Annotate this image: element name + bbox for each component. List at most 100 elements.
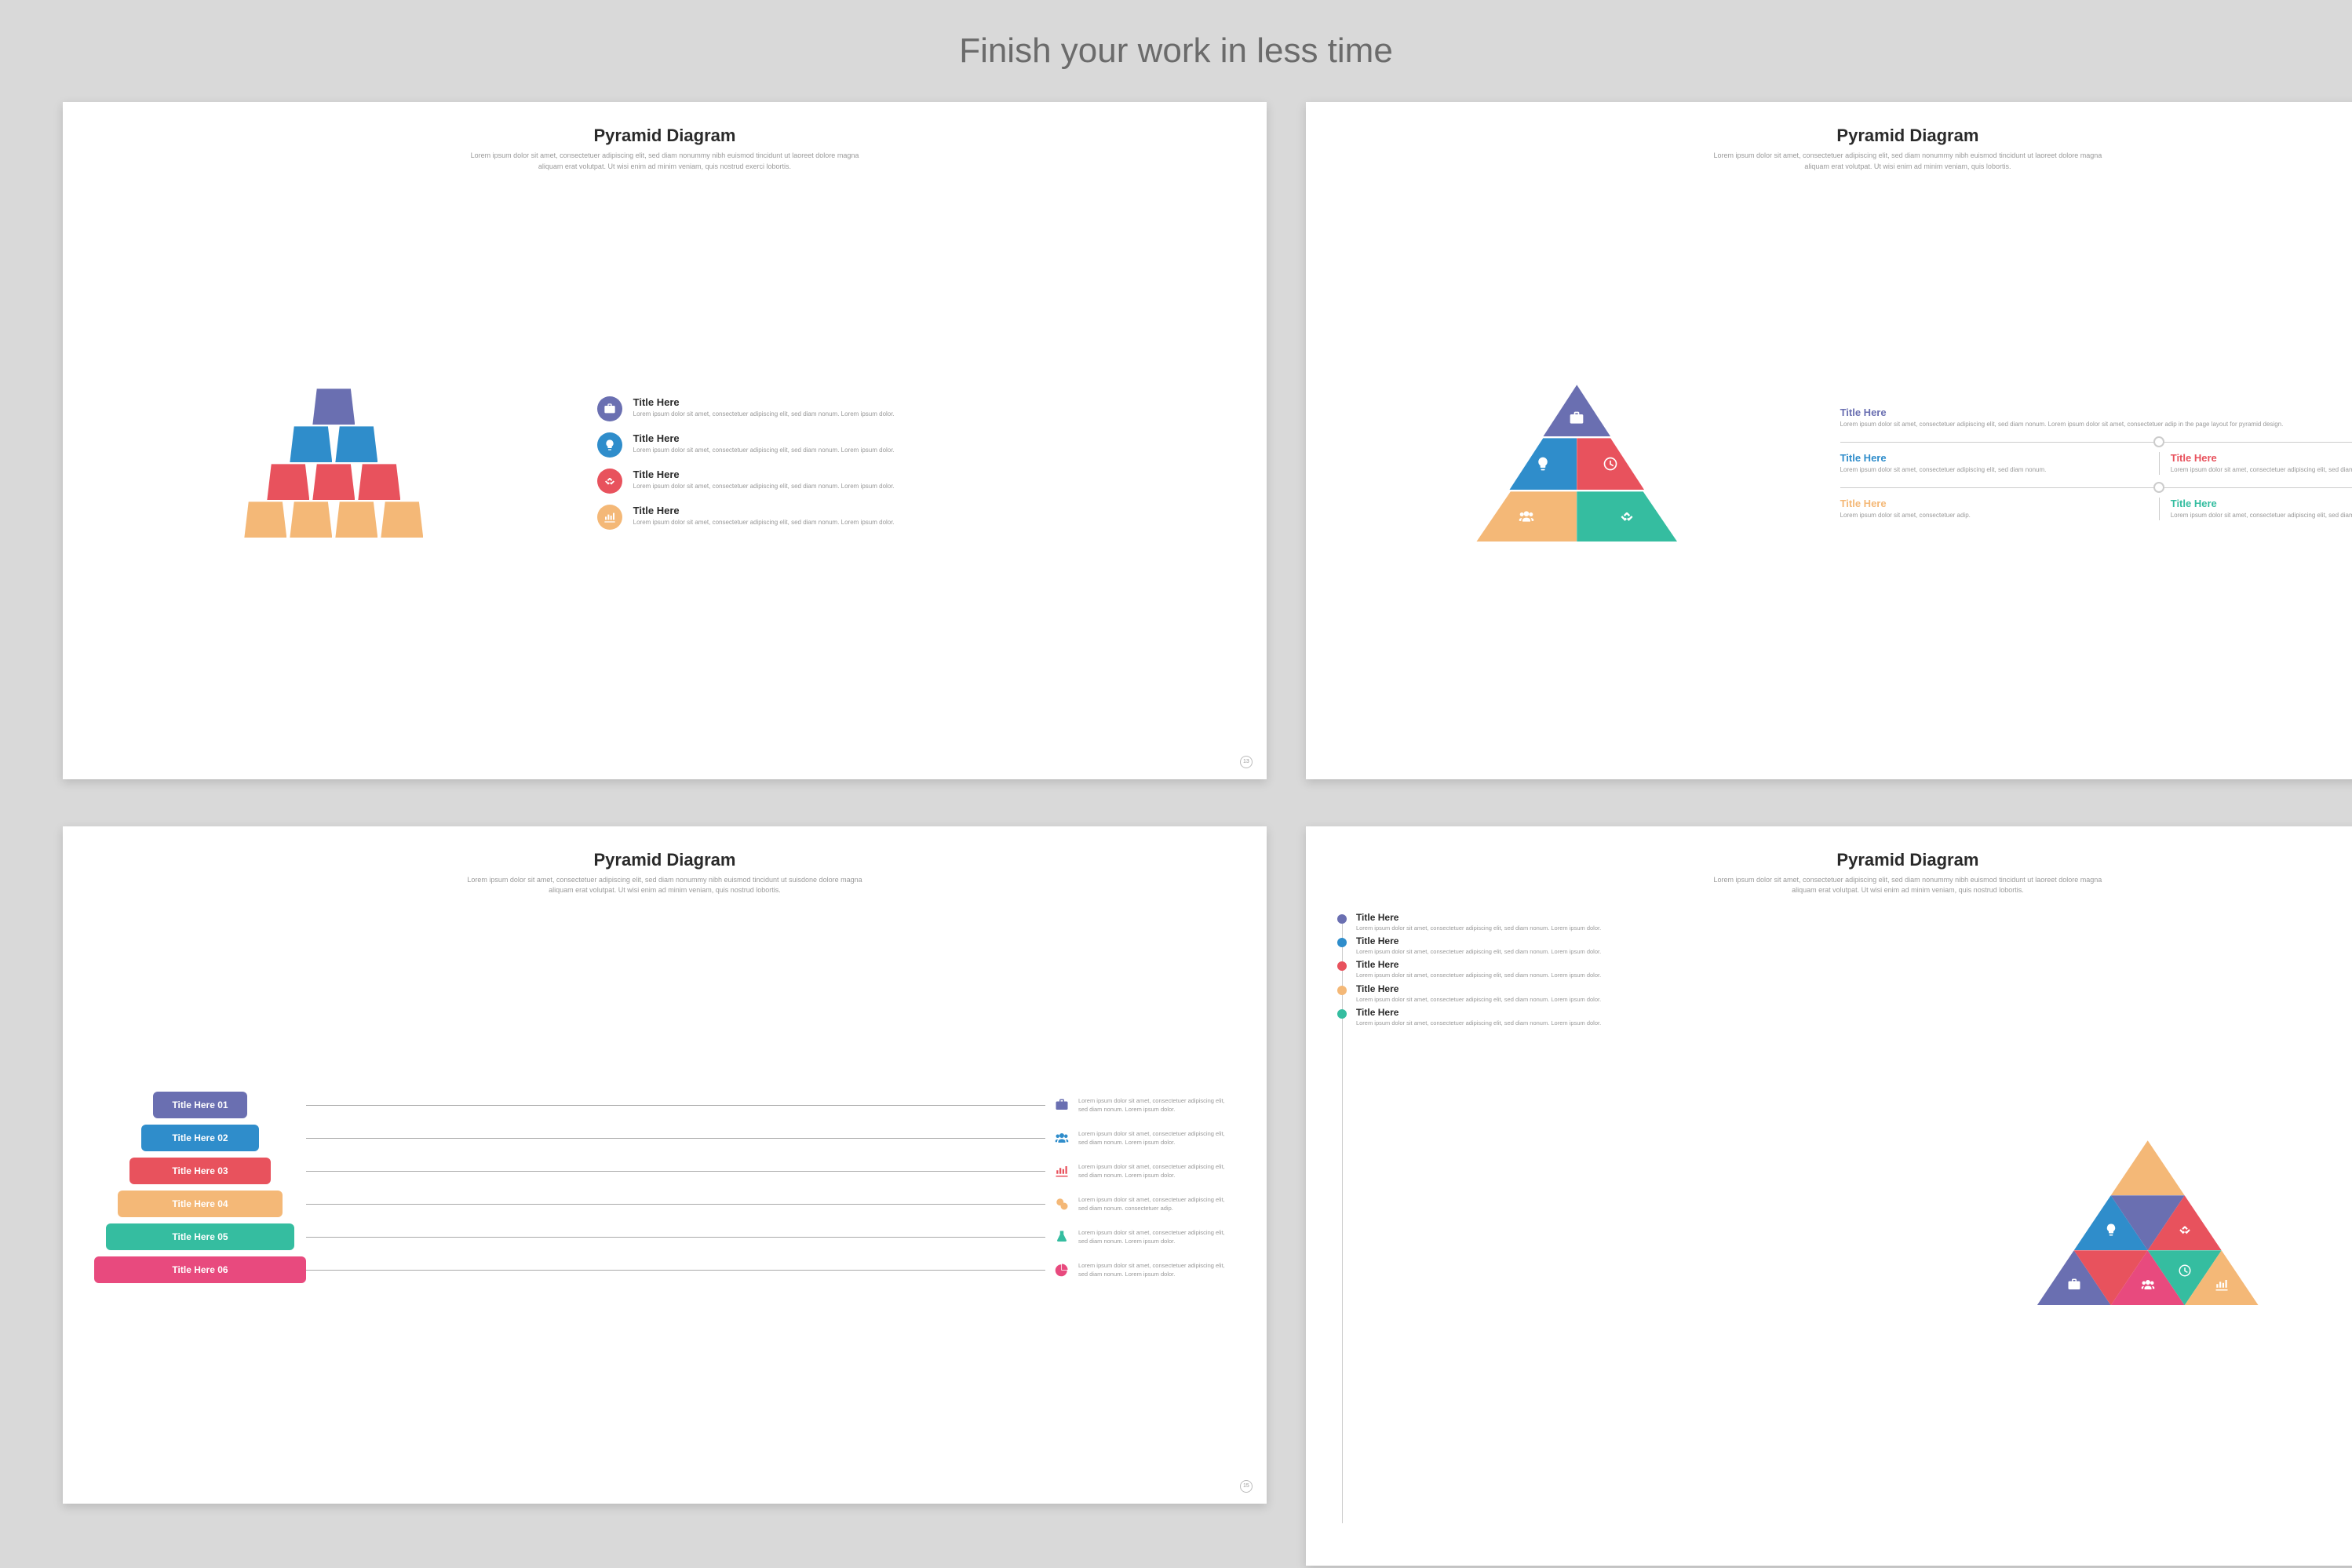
slide-3: Pyramid Diagram Lorem ipsum dolor sit am… [63,826,1267,1504]
item-desc: Lorem ipsum dolor sit amet, consectetuer… [1840,420,2352,429]
item-title: Title Here [1840,407,2352,418]
cup-row [312,388,355,425]
cup-row [244,501,423,538]
briefcase-icon [1053,1098,1070,1112]
item-desc: Lorem ipsum dolor sit amet, consectetuer… [633,482,895,491]
item-title: Title Here [1356,1007,1794,1018]
item-desc: Lorem ipsum dolor sit amet, consectetuer… [1078,1129,1235,1147]
bar-row: Title Here 03 Lorem ipsum dolor sit amet… [94,1158,1235,1184]
item-title: Title Here [1356,935,1794,946]
item-title: Title Here [633,396,895,408]
item-desc: Lorem ipsum dolor sit amet, consectetuer… [1078,1261,1235,1279]
slide-2: Pyramid Diagram Lorem ipsum dolor sit am… [1306,102,2352,779]
list-item: Title Here Lorem ipsum dolor sit amet, c… [1337,1007,1794,1027]
bullet-icon [1337,961,1347,971]
list-item: Title Here Lorem ipsum dolor sit amet, c… [597,469,1235,494]
pie-icon [1053,1263,1070,1277]
cup-shape [381,501,423,538]
chart-icon [597,505,622,530]
item-desc: Lorem ipsum dolor sit amet, consectetuer… [633,446,895,455]
item-title: Title Here [2171,452,2352,464]
users-icon [1053,1131,1070,1145]
item-title: Title Here [1356,912,1794,923]
slide-4: Pyramid Diagram Lorem ipsum dolor sit am… [1306,826,2352,1566]
item-desc: Lorem ipsum dolor sit amet, consectetuer… [1078,1162,1235,1180]
item-title: Title Here [1840,452,2148,464]
slide-subtitle: Lorem ipsum dolor sit amet, consectetuer… [461,151,869,172]
item-desc: Lorem ipsum dolor sit amet, consectetuer… [1356,995,1794,1004]
list-item: Title Here Lorem ipsum dolor sit amet, c… [1337,983,1794,1004]
pyramid-bar: Title Here 03 [129,1158,271,1184]
slide-title: Pyramid Diagram [94,126,1235,146]
item-pair: Title Here Lorem ipsum dolor sit amet, c… [1840,487,2352,520]
triangle-grid [1818,912,2352,1534]
list-item: Title Here Lorem ipsum dolor sit amet, c… [2159,452,2352,475]
cup-shape [312,464,355,500]
cup-shape [358,464,400,500]
pyramid-bar: Title Here 06 [94,1256,306,1283]
chart-icon [1053,1164,1070,1178]
item-pair: Title Here Lorem ipsum dolor sit amet, c… [1840,442,2352,475]
cup-shape [267,464,309,500]
slide-subtitle: Lorem ipsum dolor sit amet, consectetuer… [1704,151,2112,172]
bullet-icon [1337,1009,1347,1019]
cup-shape [290,501,332,538]
money-icon [1053,1197,1070,1211]
connector-line [306,1204,1045,1205]
cup-row [290,426,377,462]
pyramid-bar: Title Here 04 [118,1191,283,1217]
pyramid-bar: Title Here 02 [141,1125,259,1151]
item-title: Title Here [1840,498,2148,509]
item-desc: Lorem ipsum dolor sit amet, consectetuer… [1078,1195,1235,1213]
triangle-cell [2111,1140,2185,1195]
bulb-icon [597,432,622,458]
connector-line [306,1138,1045,1139]
item-desc: Lorem ipsum dolor sit amet, consectetuer… [1840,511,2148,520]
item-desc: Lorem ipsum dolor sit amet, consectetuer… [1078,1228,1235,1246]
pyramid-bar: Title Here 05 [106,1223,294,1250]
cup-shape [335,426,377,462]
list-item: Title Here Lorem ipsum dolor sit amet, c… [597,505,1235,530]
slide-title: Pyramid Diagram [94,850,1235,870]
item-desc: Lorem ipsum dolor sit amet, consectetuer… [1356,971,1794,979]
pyramid-sector [1476,491,1577,542]
connector-dot [2153,482,2164,493]
slide-subtitle: Lorem ipsum dolor sit amet, consectetuer… [461,875,869,896]
item-title: Title Here [1356,959,1794,970]
item-title: Title Here [633,469,895,480]
item-title: Title Here [633,505,895,516]
pyramid-bar: Title Here 01 [153,1092,247,1118]
connector-line [306,1270,1045,1271]
item-desc: Lorem ipsum dolor sit amet, consectetuer… [2171,465,2352,475]
sector-pyramid [1337,385,1817,542]
item-title: Title Here [633,432,895,444]
pyramid-sector [1543,385,1610,436]
page-number: 13 [1240,756,1253,768]
page-title: Finish your work in less time [63,31,2289,71]
cup-pyramid [94,388,574,538]
bar-row: Title Here 05 Lorem ipsum dolor sit amet… [94,1223,1235,1250]
item-desc: Lorem ipsum dolor sit amet, consectetuer… [633,410,895,419]
item-desc: Lorem ipsum dolor sit amet, consectetuer… [1078,1096,1235,1114]
cup-shape [335,501,377,538]
pyramid-sector [1509,438,1577,490]
item-title: Title Here [2171,498,2352,509]
connector-line [306,1171,1045,1172]
bar-row: Title Here 06 Lorem ipsum dolor sit amet… [94,1256,1235,1283]
connector-line [306,1105,1045,1106]
slide-title: Pyramid Diagram [1337,850,2352,870]
slide-subtitle: Lorem ipsum dolor sit amet, consectetuer… [1704,875,2112,896]
list-item: Title Here Lorem ipsum dolor sit amet, c… [1840,407,2352,429]
item-desc: Lorem ipsum dolor sit amet, consectetuer… [2171,511,2352,520]
item-desc: Lorem ipsum dolor sit amet, consectetuer… [1840,465,2148,475]
bar-row: Title Here 01 Lorem ipsum dolor sit amet… [94,1092,1235,1118]
list-item: Title Here Lorem ipsum dolor sit amet, c… [1840,498,2159,520]
slide-title: Pyramid Diagram [1337,126,2352,146]
cup-shape [290,426,332,462]
connector-dot [2153,436,2164,447]
item-desc: Lorem ipsum dolor sit amet, consectetuer… [1356,924,1794,932]
list-item: Title Here Lorem ipsum dolor sit amet, c… [1840,452,2159,475]
bullet-icon [1337,914,1347,924]
list-item: Title Here Lorem ipsum dolor sit amet, c… [1337,912,1794,932]
list-item: Title Here Lorem ipsum dolor sit amet, c… [597,396,1235,421]
